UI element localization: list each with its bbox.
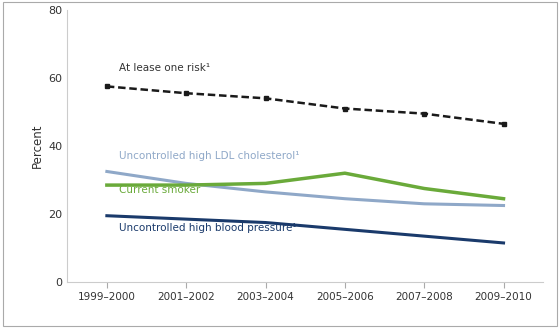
Text: At lease one risk¹: At lease one risk¹ <box>119 63 210 73</box>
Y-axis label: Percent: Percent <box>31 124 44 168</box>
Text: Uncontrolled high blood pressure¹: Uncontrolled high blood pressure¹ <box>119 223 296 233</box>
Text: Current smoker: Current smoker <box>119 185 200 195</box>
Text: Uncontrolled high LDL cholesterol¹: Uncontrolled high LDL cholesterol¹ <box>119 151 299 161</box>
